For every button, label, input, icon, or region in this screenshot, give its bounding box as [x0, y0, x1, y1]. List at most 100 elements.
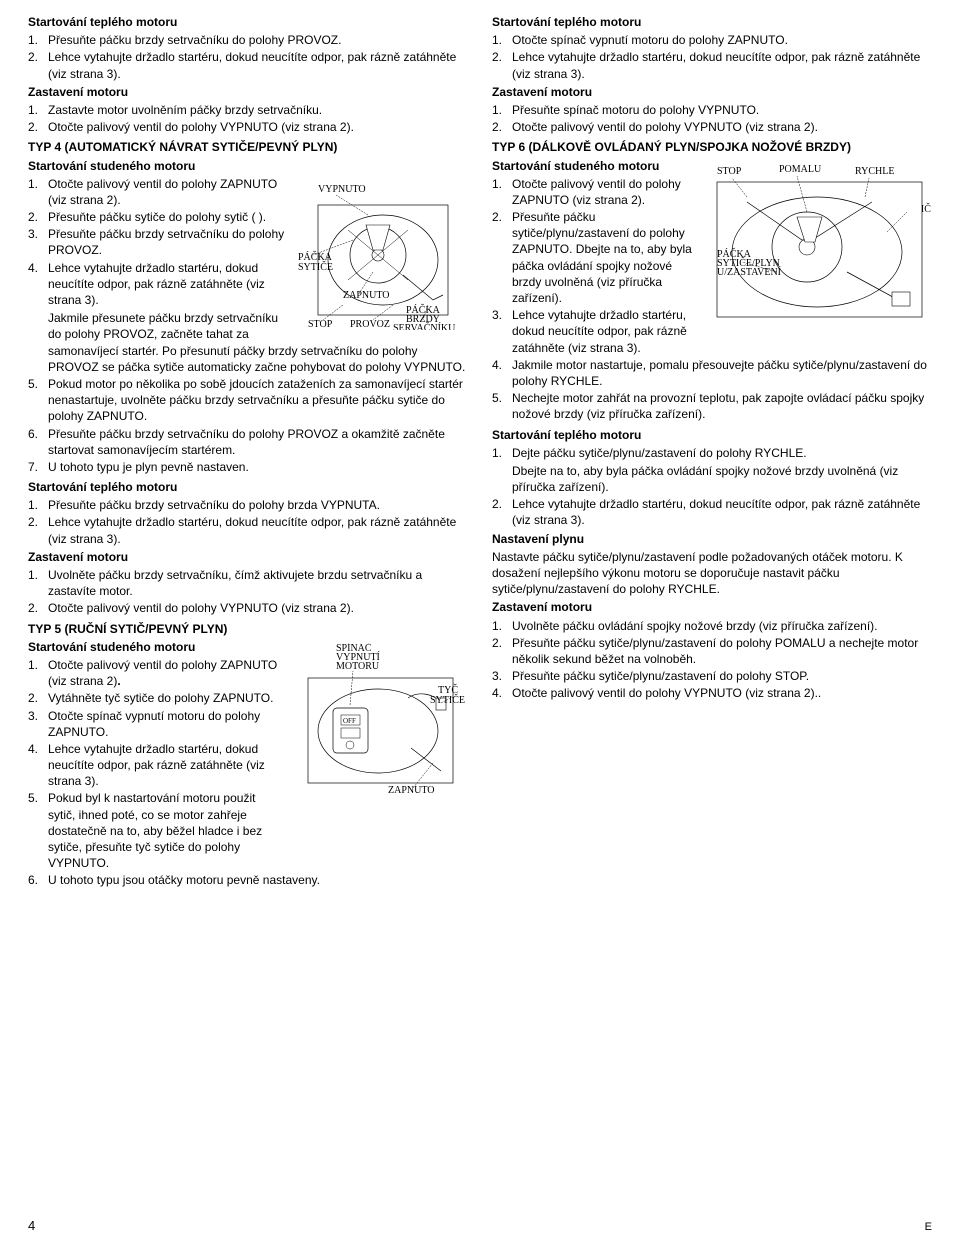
list-number: 2. — [28, 119, 48, 135]
page-number: 4 — [28, 1217, 35, 1235]
list-number: 2. — [492, 635, 512, 651]
list-text: Lehce vytahujte držadlo startéru, dokud … — [48, 741, 283, 790]
right-column: Startování teplého motoru 1.Otočte spína… — [492, 12, 932, 891]
list-text: Dejte páčku sytiče/plynu/zastavení do po… — [512, 445, 932, 461]
content-with-figure: STOP POMALU RYCHLE SYTIČ — [492, 158, 932, 425]
list-text: Otočte palivový ventil do polohy ZAPNUTO… — [48, 657, 283, 689]
list-text: Uvolněte páčku brzdy setrvačníku, čímž a… — [48, 567, 468, 599]
list-text: Lehce vytahujte držadlo startéru, dokud … — [48, 49, 468, 81]
section-heading: Startování teplého motoru — [28, 479, 468, 495]
list-text: Přesuňte páčku sytiče/plynu/zastavení do… — [512, 209, 697, 306]
section-heading: Startování teplého motoru — [28, 14, 468, 30]
list-number: 5. — [28, 790, 48, 806]
list-number: 5. — [28, 376, 48, 392]
list-text: U tohoto typu jsou otáčky motoru pevně n… — [48, 872, 468, 888]
content-with-figure: OFF SPÍNAČVYPNUTÍMOTORU TYČSYTIČE ZAPNUT… — [28, 639, 468, 891]
left-column: Startování teplého motoru 1.Přesuňte páč… — [28, 12, 468, 891]
list-text: Uvolněte páčku ovládání spojky nožové br… — [512, 618, 932, 634]
list-text: Vytáhněte tyč sytiče do polohy ZAPNUTO. — [48, 690, 283, 706]
list-text: Lehce vytahujte držadlo startéru, dokud … — [48, 514, 468, 546]
numbered-list: 5.Pokud motor po několika po sobě jdoucí… — [28, 376, 468, 475]
engine-figure-1: VYPNUTO PÁČKASYTIČE ZAPNUTO STOP PROVOZ … — [298, 180, 468, 330]
list-number: 5. — [492, 390, 512, 406]
section-heading: Zastavení motoru — [28, 84, 468, 100]
list-number: 4. — [492, 685, 512, 701]
list-text: Otočte palivový ventil do polohy VYPNUTO… — [48, 119, 468, 135]
list-text: Pokud motor po několika po sobě jdoucích… — [48, 376, 468, 425]
list-number: 3. — [28, 708, 48, 724]
list-text: Přesuňte páčku sytiče do polohy sytič ( … — [48, 209, 288, 225]
list-number: 2. — [492, 49, 512, 65]
list-number: 2. — [28, 690, 48, 706]
list-number: 4. — [28, 260, 48, 276]
list-number: 1. — [492, 176, 512, 192]
section-heading: Zastavení motoru — [492, 84, 932, 100]
numbered-list: 1.Dejte páčku sytiče/plynu/zastavení do … — [492, 445, 932, 461]
list-text: Přesuňte páčku brzdy setrvačníku do polo… — [48, 426, 468, 458]
list-number: 1. — [492, 618, 512, 634]
list-number: 4. — [28, 741, 48, 757]
list-text: U tohoto typu je plyn pevně nastaven. — [48, 459, 468, 475]
list-text: Otočte palivový ventil do polohy VYPNUTO… — [48, 600, 468, 616]
list-text: Otočte spínač vypnutí motoru do polohy Z… — [512, 32, 932, 48]
list-number: 6. — [28, 872, 48, 888]
list-text: Jakmile motor nastartuje, pomalu přesouv… — [512, 357, 932, 389]
figure-label: STOP — [717, 166, 742, 177]
numbered-list: 1.Zastavte motor uvolněním páčky brzdy s… — [28, 102, 468, 135]
section-heading: Startování teplého motoru — [492, 14, 932, 30]
list-text: Přesuňte spínač motoru do polohy VYPNUTO… — [512, 102, 932, 118]
list-number: 2. — [28, 514, 48, 530]
list-number: 1. — [28, 102, 48, 118]
list-number: 1. — [28, 497, 48, 513]
numbered-list: 2.Lehce vytahujte držadlo startéru, doku… — [492, 496, 932, 528]
list-text: Otočte palivový ventil do polohy ZAPNUTO… — [48, 176, 288, 208]
list-number: 2. — [28, 209, 48, 225]
page-footer-right: E — [925, 1220, 932, 1235]
body-text: Nastavte páčku sytiče/plynu/zastavení po… — [492, 549, 932, 598]
list-number: 1. — [492, 102, 512, 118]
section-heading: Zastavení motoru — [492, 599, 932, 615]
numbered-list: 1.Uvolněte páčku brzdy setrvačníku, čímž… — [28, 567, 468, 617]
engine-figure-3: STOP POMALU RYCHLE SYTIČ — [707, 162, 932, 322]
list-text: Lehce vytahujte držadlo startéru, dokud … — [512, 49, 932, 81]
svg-text:SPÍNAČVYPNUTÍMOTORU: SPÍNAČVYPNUTÍMOTORU — [336, 643, 381, 672]
list-number: 6. — [28, 426, 48, 442]
list-text: Lehce vytahujte držadlo startéru, dokud … — [48, 260, 288, 309]
figure-label: STOP — [308, 319, 333, 330]
section-heading: Nastavení plynu — [492, 531, 932, 547]
list-number: 3. — [492, 307, 512, 323]
list-text: Lehce vytahujte držadlo startéru, dokud … — [512, 307, 697, 356]
figure-label: POMALU — [779, 164, 822, 175]
list-number: 2. — [28, 49, 48, 65]
numbered-list: 1.Přesuňte páčku brzdy setrvačníku do po… — [28, 497, 468, 547]
list-text: Otočte spínač vypnutí motoru do polohy Z… — [48, 708, 283, 740]
figure-label: ZAPNUTO — [388, 785, 434, 796]
list-number: 4. — [492, 357, 512, 373]
list-text: Otočte palivový ventil do polohy ZAPNUTO… — [512, 176, 697, 208]
list-text: Otočte palivový ventil do polohy VYPNUTO… — [512, 119, 932, 135]
section-heading: Startování studeného motoru — [28, 158, 468, 174]
svg-text:OFF: OFF — [343, 717, 356, 725]
engine-figure-2: OFF SPÍNAČVYPNUTÍMOTORU TYČSYTIČE ZAPNUT… — [293, 643, 468, 798]
list-text: Otočte palivový ventil do polohy VYPNUTO… — [512, 685, 932, 701]
figure-label: ZAPNUTO — [343, 290, 389, 301]
list-text: Přesuňte páčku sytiče/plynu/zastavení do… — [512, 635, 932, 667]
svg-text:PÁČKASYTIČE: PÁČKASYTIČE — [298, 251, 333, 273]
list-number: 3. — [28, 226, 48, 242]
list-number: 1. — [492, 32, 512, 48]
list-number: 2. — [492, 209, 512, 225]
figure-label: PROVOZ — [350, 319, 390, 330]
list-text: Přesuňte páčku sytiče/plynu/zastavení do… — [512, 668, 932, 684]
list-number: 2. — [28, 600, 48, 616]
list-number: 2. — [492, 119, 512, 135]
numbered-list: 1.Otočte spínač vypnutí motoru do polohy… — [492, 32, 932, 82]
continuation-text: Dbejte na to, aby byla páčka ovládání sp… — [492, 463, 932, 495]
list-text: Přesuňte páčku brzdy setrvačníku do polo… — [48, 32, 468, 48]
content-with-figure: VYPNUTO PÁČKASYTIČE ZAPNUTO STOP PROVOZ … — [28, 176, 468, 477]
figure-label: VYPNUTO — [318, 184, 366, 195]
list-number: 2. — [492, 496, 512, 512]
list-number: 1. — [28, 32, 48, 48]
type-heading: TYP 4 (AUTOMATICKÝ NÁVRAT SYTIČE/PEVNÝ P… — [28, 139, 468, 155]
list-text: Zastavte motor uvolněním páčky brzdy set… — [48, 102, 468, 118]
numbered-list: 1.Uvolněte páčku ovládání spojky nožové … — [492, 618, 932, 702]
